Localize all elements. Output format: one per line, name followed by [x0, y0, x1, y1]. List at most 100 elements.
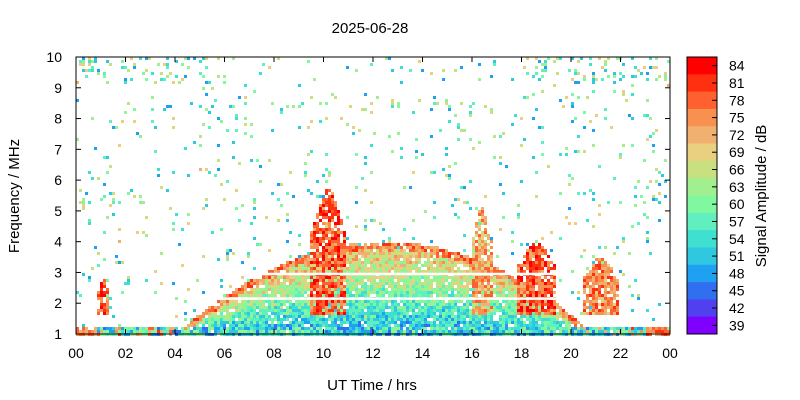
heat-cell [463, 249, 466, 252]
heat-cell [217, 330, 220, 333]
heat-cell [313, 261, 316, 264]
heat-cell [256, 312, 259, 315]
heat-cell [583, 288, 586, 291]
heat-cell [301, 324, 304, 327]
heat-cell [610, 327, 613, 330]
heat-cell [451, 324, 454, 327]
heat-cell [616, 294, 619, 297]
heat-cell [436, 324, 439, 327]
heat-cell [427, 291, 430, 294]
heat-cell [106, 216, 109, 219]
heat-cell [331, 207, 334, 210]
heat-cell [448, 267, 451, 270]
heat-cell [427, 264, 430, 267]
heat-cell [277, 327, 280, 330]
heat-cell [307, 255, 310, 258]
heat-cell [631, 144, 634, 147]
heat-cell [376, 264, 379, 267]
heat-cell [457, 315, 460, 318]
heat-cell [598, 264, 601, 267]
heat-cell [340, 264, 343, 267]
heat-cell [289, 267, 292, 270]
heat-cell [631, 225, 634, 228]
heat-cell [88, 60, 91, 63]
heat-cell [571, 330, 574, 333]
heat-cell [118, 327, 121, 330]
heat-cell [277, 282, 280, 285]
heat-cell [307, 318, 310, 321]
heat-cell [616, 279, 619, 282]
heat-cell [418, 261, 421, 264]
heat-cell [391, 312, 394, 315]
colorbar-segment [687, 91, 717, 110]
heat-cell [355, 267, 358, 270]
heat-cell [535, 57, 538, 60]
heat-cell [205, 330, 208, 333]
heat-cell [187, 222, 190, 225]
heat-cell [172, 330, 175, 333]
heat-cell [511, 279, 514, 282]
heat-cell [565, 147, 568, 150]
heat-cell [373, 261, 376, 264]
heat-cell [319, 330, 322, 333]
heat-cell [109, 204, 112, 207]
heat-cell [355, 270, 358, 273]
heat-cell [445, 324, 448, 327]
heat-cell [529, 294, 532, 297]
heat-cell [469, 321, 472, 324]
heat-cell [517, 204, 520, 207]
heat-cell [301, 267, 304, 270]
heat-cell [436, 282, 439, 285]
heat-cell [337, 294, 340, 297]
heat-cell [424, 270, 427, 273]
heat-cell [463, 276, 466, 279]
heat-cell [358, 324, 361, 327]
heat-cell [493, 330, 496, 333]
heat-cell [97, 312, 100, 315]
heat-cell [430, 240, 433, 243]
heat-cell [655, 327, 658, 330]
heat-cell [631, 327, 634, 330]
heat-cell [412, 276, 415, 279]
heat-cell [541, 279, 544, 282]
heat-cell [337, 285, 340, 288]
heat-cell [592, 303, 595, 306]
heat-cell [403, 279, 406, 282]
heat-cell [661, 327, 664, 330]
heat-cell [592, 255, 595, 258]
heat-cell [316, 213, 319, 216]
heat-cell [367, 270, 370, 273]
heat-cell [610, 276, 613, 279]
heat-cell [286, 240, 289, 243]
colorbar-tick-label: 78 [729, 92, 745, 108]
heat-cell [409, 282, 412, 285]
heat-cell [604, 312, 607, 315]
heat-cell [232, 300, 235, 303]
heat-cell [550, 300, 553, 303]
heat-cell [337, 270, 340, 273]
heat-cell [235, 114, 238, 117]
heat-cell [82, 273, 85, 276]
heat-cell [283, 312, 286, 315]
heat-cell [289, 285, 292, 288]
heat-cell [241, 324, 244, 327]
heat-cell [505, 300, 508, 303]
x-tick-label: 14 [415, 345, 431, 361]
heat-cell [331, 243, 334, 246]
heat-cell [385, 303, 388, 306]
heat-cell [502, 279, 505, 282]
heat-cell [79, 330, 82, 333]
heat-cell [502, 327, 505, 330]
heat-cell [460, 261, 463, 264]
heat-cell [367, 285, 370, 288]
heat-cell [259, 288, 262, 291]
heat-cell [259, 279, 262, 282]
heat-cell [334, 204, 337, 207]
heat-cell [508, 321, 511, 324]
heat-cell [256, 303, 259, 306]
heat-cell [622, 240, 625, 243]
heat-cell [412, 237, 415, 240]
heat-cell [454, 306, 457, 309]
heat-cell [472, 321, 475, 324]
heat-cell [325, 282, 328, 285]
